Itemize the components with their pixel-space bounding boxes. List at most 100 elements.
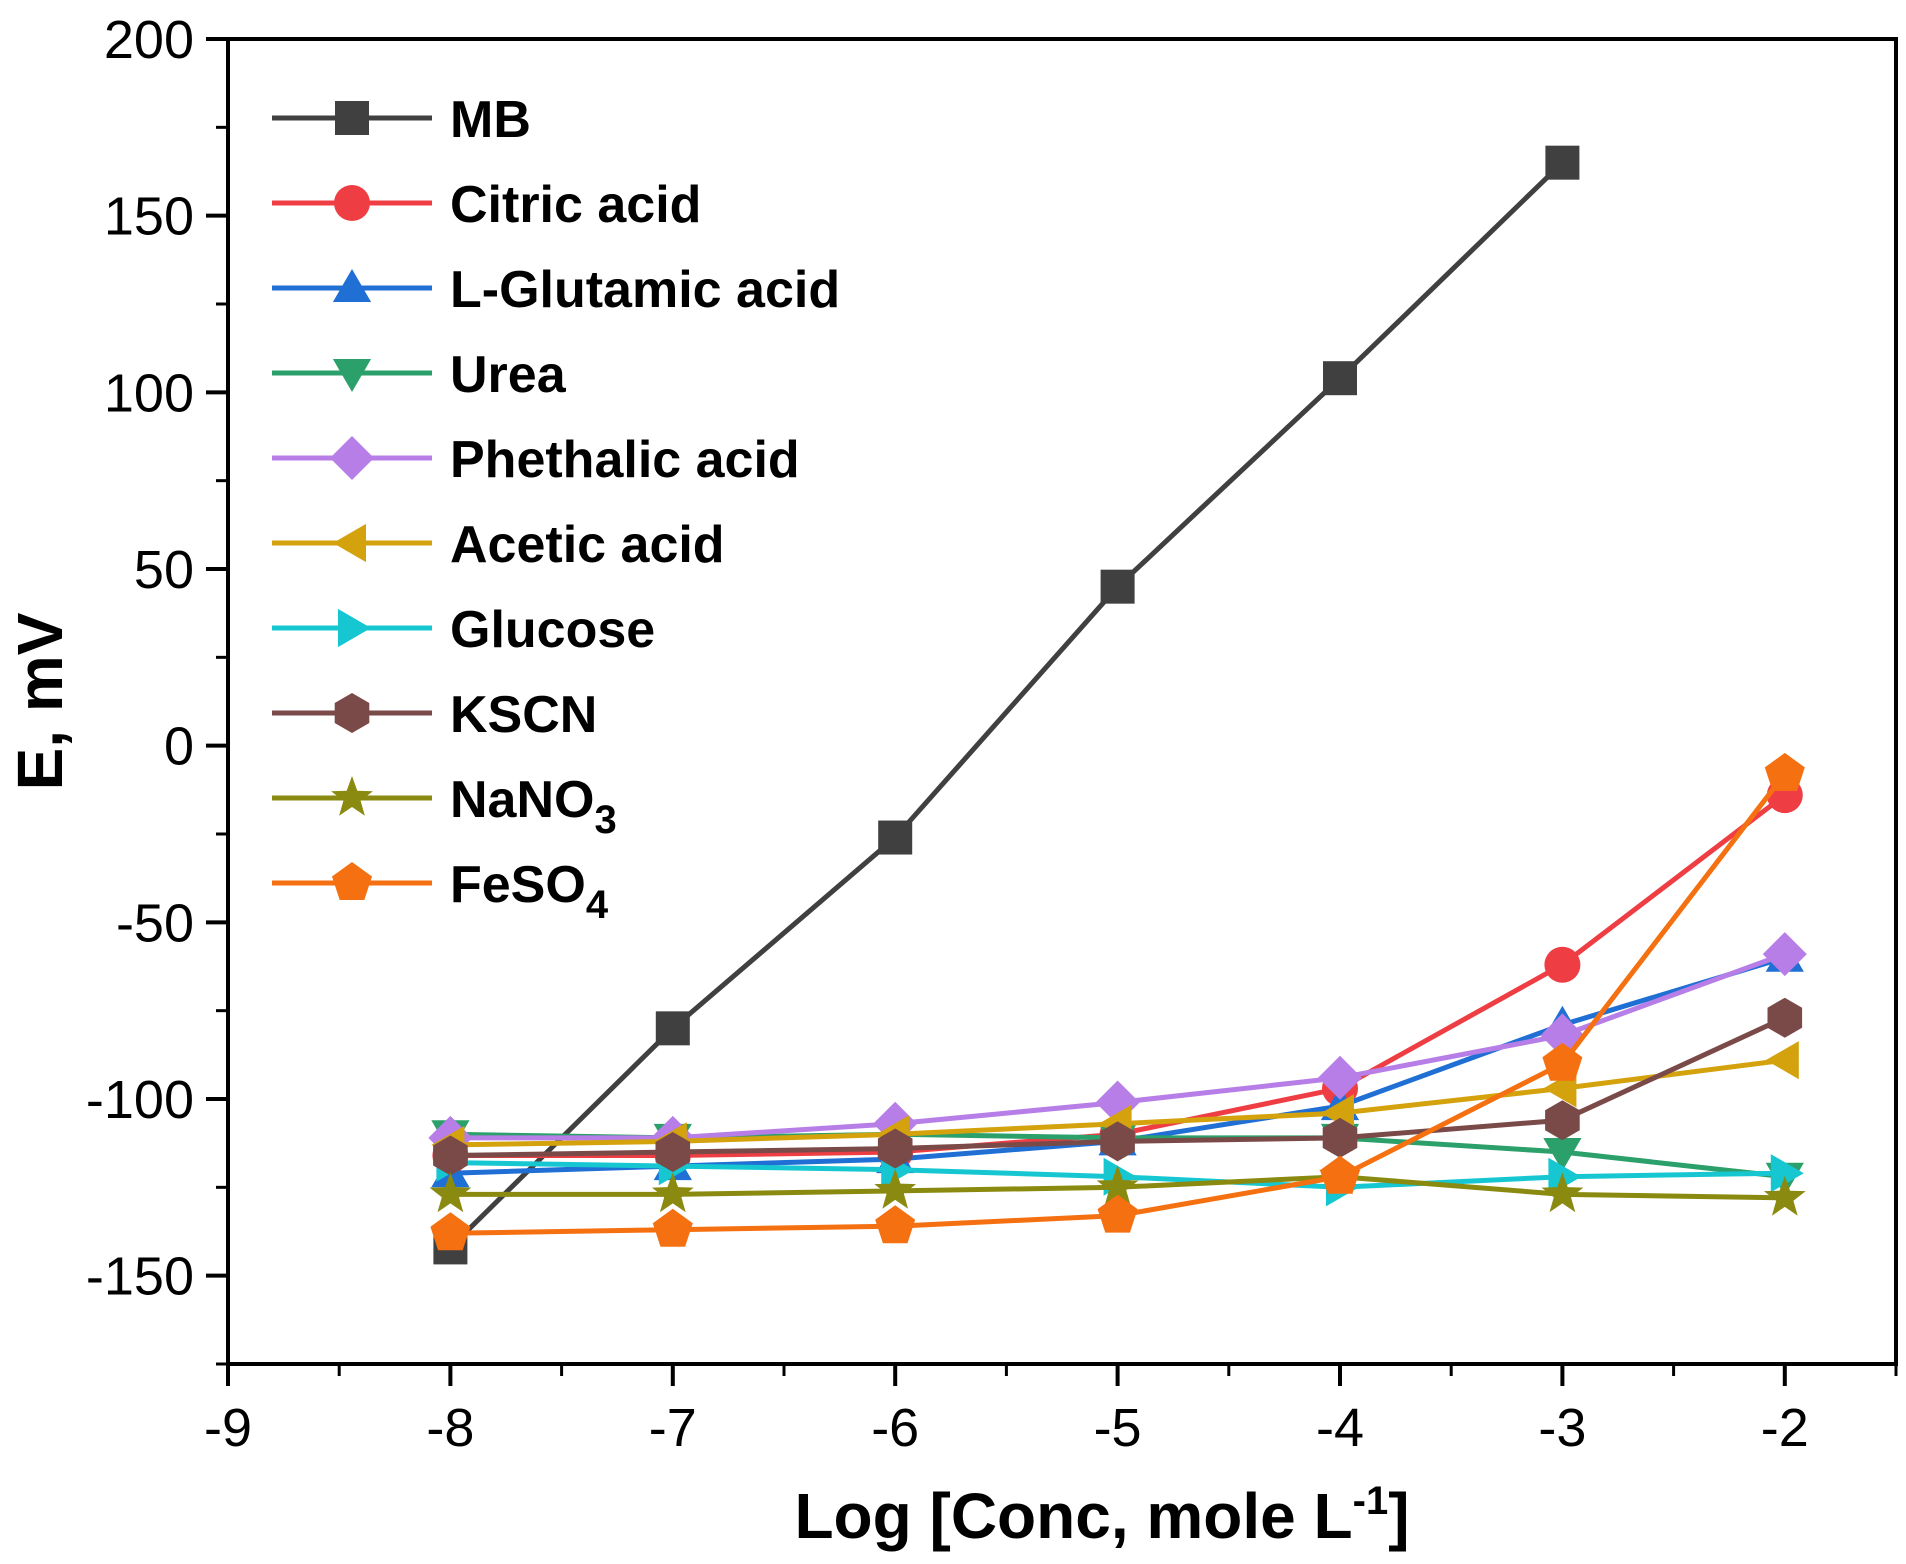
legend-label: MB [450, 91, 531, 149]
data-point [1548, 1157, 1582, 1196]
legend-item: NaNO3 [272, 771, 617, 842]
data-point [1545, 145, 1580, 180]
legend-item: MB [272, 91, 531, 149]
legend-marker [334, 693, 370, 733]
legend-item: Urea [272, 346, 567, 404]
legend-item: Glucose [272, 601, 655, 659]
data-point [1096, 1165, 1139, 1206]
x-axis-title-sup: -1 [1353, 1479, 1389, 1523]
data-point [1764, 752, 1805, 791]
legend-label-text: Glucose [450, 601, 655, 659]
legend-label: Phethalic acid [450, 431, 800, 489]
y-tick-label: 100 [104, 363, 194, 423]
data-point [1322, 1117, 1358, 1158]
x-tick-label: -5 [1094, 1398, 1142, 1458]
data-point [1544, 946, 1581, 983]
data-point [1323, 361, 1357, 396]
x-axis-title: Log [Conc, mole L-1] [794, 1479, 1409, 1552]
data-point [1765, 1041, 1799, 1080]
legend-label: Glucose [450, 601, 655, 659]
series-mb [433, 145, 1580, 1265]
legend-label-text: Acetic acid [450, 516, 725, 574]
data-point [874, 1168, 917, 1209]
y-tick-label: 150 [104, 187, 194, 247]
legend-label: Acetic acid [450, 516, 725, 574]
y-tick-label: 200 [104, 10, 194, 70]
legend-marker [332, 862, 372, 900]
data-point [1541, 1172, 1584, 1213]
data-point [877, 1128, 913, 1169]
legend-marker [330, 436, 374, 480]
legend-label-text: Urea [450, 346, 567, 404]
x-tick-label: -4 [1316, 1398, 1364, 1458]
legend-label-text: NaNO [450, 771, 594, 829]
data-point [1543, 1138, 1582, 1171]
data-point [1542, 1042, 1583, 1081]
legend-marker [332, 359, 372, 392]
y-tick-label: -50 [116, 893, 194, 953]
legend-marker [333, 523, 366, 563]
y-tick-label: -100 [86, 1070, 194, 1130]
data-point [1097, 1194, 1138, 1233]
x-tick-label: -8 [426, 1398, 474, 1458]
data-point [1100, 1121, 1135, 1162]
legend-label: FeSO4 [450, 856, 609, 927]
legend-marker [332, 269, 372, 302]
plot-frame [226, 37, 1898, 1366]
x-axis-title-main: Log [Conc, mole L [794, 1480, 1352, 1552]
legend-label-subscript: 3 [594, 798, 616, 842]
data-point [1545, 1100, 1580, 1141]
y-tick-label: -150 [86, 1247, 194, 1307]
x-axis-title-end: ] [1388, 1480, 1409, 1552]
legend-label-text: Phethalic acid [450, 431, 800, 489]
data-point [1763, 1175, 1806, 1216]
x-tick-label: -3 [1538, 1398, 1586, 1458]
legend-marker [331, 776, 373, 816]
x-tick-label: -7 [649, 1398, 697, 1458]
legend-item: Acetic acid [272, 516, 725, 574]
legend-marker [338, 608, 371, 648]
legend-marker [334, 185, 370, 221]
data-point [1770, 1154, 1804, 1193]
legend-label: Urea [450, 346, 567, 404]
y-tick-label: 0 [164, 717, 194, 777]
data-point [878, 820, 913, 855]
data-point [430, 1212, 471, 1251]
legend-label: L-Glutamic acid [450, 261, 840, 319]
data-point [652, 1208, 693, 1247]
legend-item: FeSO4 [272, 856, 609, 927]
legend-label: Citric acid [450, 176, 701, 234]
data-point [1320, 1155, 1360, 1194]
legend: MB Citric acid L-Glutamic acid Urea Phethali… [272, 91, 840, 927]
x-tick-label: -9 [204, 1398, 252, 1458]
series-feso4 [430, 752, 1805, 1251]
legend-label-text: MB [450, 91, 531, 149]
data-point [1100, 569, 1135, 604]
data-point [429, 1172, 472, 1213]
legend-item: Phethalic acid [272, 431, 800, 489]
legend-label-text: KSCN [450, 686, 597, 744]
data-point [655, 1011, 690, 1046]
legend-item: L-Glutamic acid [272, 261, 840, 319]
data-point [1767, 997, 1803, 1038]
data-point [1762, 932, 1807, 977]
legend-marker [335, 101, 369, 135]
data-point [875, 1205, 916, 1244]
legend-item: KSCN [272, 686, 597, 744]
legend-label: KSCN [450, 686, 597, 744]
series-line [448, 160, 1565, 1250]
data-point [655, 1132, 691, 1172]
y-tick-label: 50 [134, 540, 194, 600]
series-kscn [433, 997, 1803, 1176]
data-point [433, 1135, 468, 1176]
x-tick-label: -6 [871, 1398, 919, 1458]
legend-label-text: L-Glutamic acid [450, 261, 840, 319]
data-point [1318, 1055, 1362, 1100]
series-layer [428, 145, 1807, 1265]
legend-label-text: Citric acid [450, 176, 701, 234]
legend-item: Citric acid [272, 176, 701, 234]
x-tick-label: -2 [1761, 1398, 1809, 1458]
legend-label-text: FeSO [450, 856, 586, 914]
y-axis-title: E, mV [4, 612, 76, 790]
